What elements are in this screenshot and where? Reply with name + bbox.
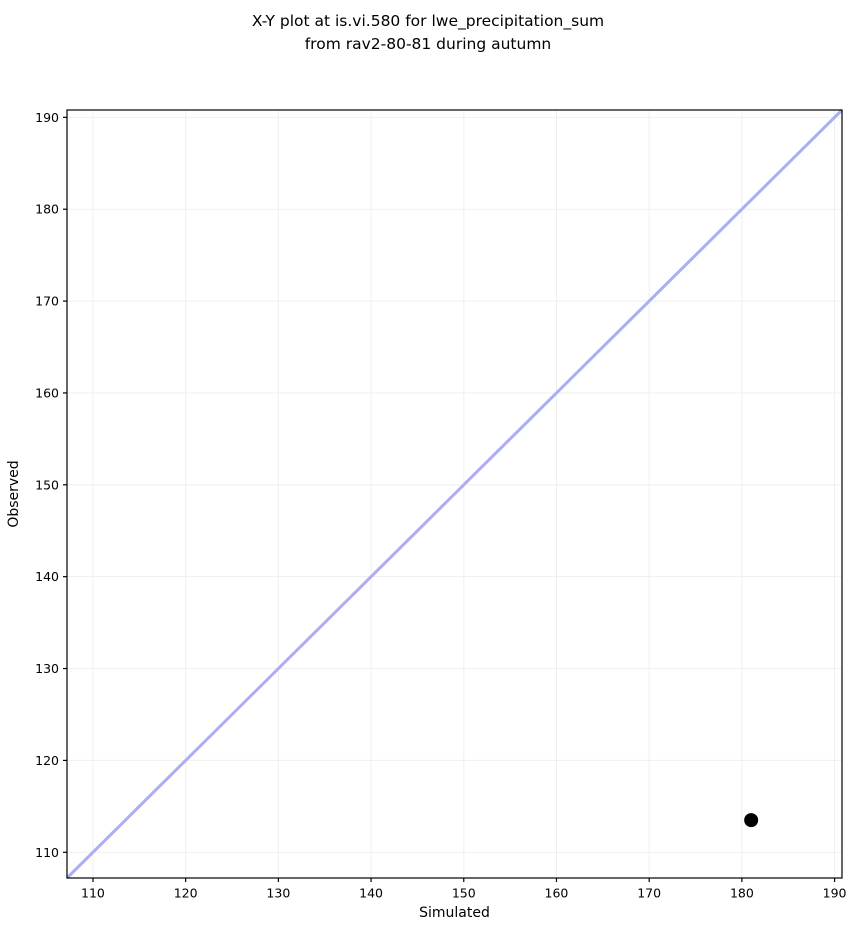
- y-tick-label: 160: [35, 385, 59, 400]
- x-tick-label: 180: [730, 886, 754, 901]
- x-tick-label: 190: [823, 886, 847, 901]
- y-tick-label: 190: [35, 110, 59, 125]
- y-axis-label: Observed: [6, 460, 22, 528]
- x-tick-label: 110: [81, 886, 105, 901]
- x-axis-label: Simulated: [419, 905, 490, 921]
- x-tick-label: 140: [359, 886, 383, 901]
- y-tick-label: 150: [35, 477, 59, 492]
- x-tick-label: 170: [637, 886, 661, 901]
- axes-frame: [66, 109, 843, 879]
- data-point: [744, 813, 759, 828]
- x-tick-label: 160: [545, 886, 569, 901]
- y-tick-label: 170: [35, 294, 59, 309]
- x-tick-label: 120: [174, 886, 198, 901]
- y-tick-label: 130: [35, 661, 59, 676]
- x-tick-label: 130: [266, 886, 290, 901]
- y-tick-label: 140: [35, 569, 59, 584]
- y-tick-label: 120: [35, 753, 59, 768]
- chart-title: X-Y plot at is.vi.580 for lwe_precipitat…: [251, 12, 605, 53]
- identity-line: [65, 108, 844, 880]
- y-tick-label: 180: [35, 202, 59, 217]
- y-tick-label: 110: [35, 845, 59, 860]
- x-tick-label: 150: [452, 886, 476, 901]
